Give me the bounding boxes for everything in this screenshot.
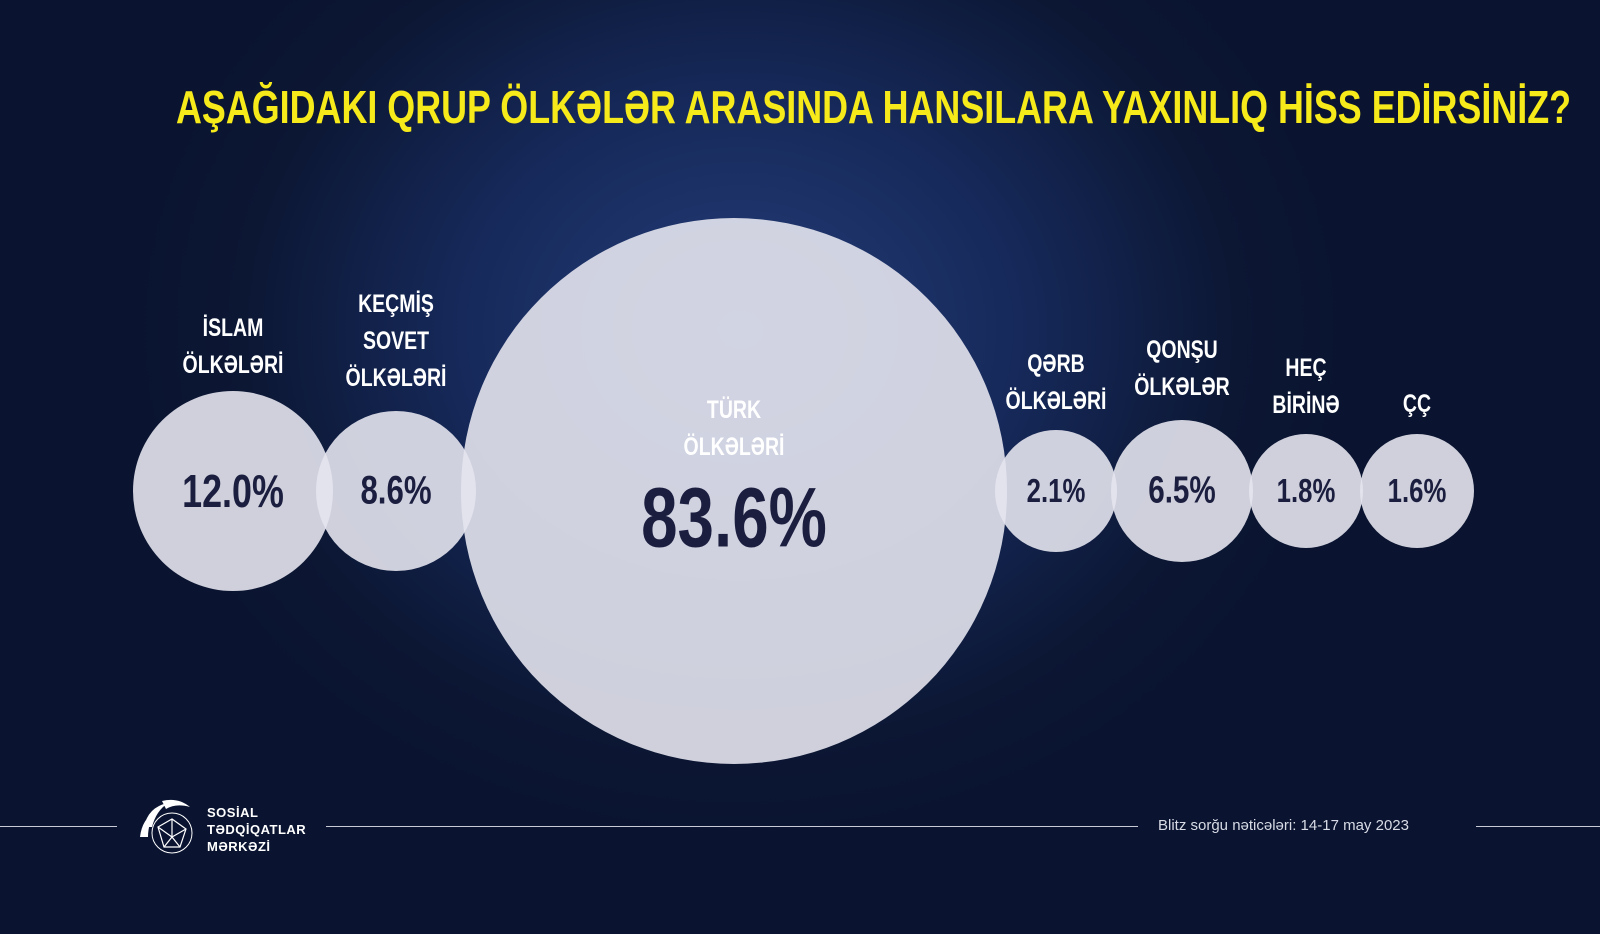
bubble-0: [133, 391, 333, 591]
logo-line-3: MƏRKƏZİ: [207, 839, 271, 854]
logo-line-2: TƏDQİQATLAR: [207, 822, 307, 837]
logo-text: SOSİAL TƏDQİQATLAR MƏRKƏZİ: [207, 804, 306, 855]
chart-title: AŞAĞIDAKI QRUP ÖLKƏLƏR ARASINDA HANSILAR…: [176, 81, 1572, 133]
bubble-5: [1249, 434, 1363, 548]
bubble-1: [316, 411, 476, 571]
value-label: 12.0%: [182, 465, 284, 517]
category-label: KEÇMİŞ SOVET ÖLKƏLƏRİ: [345, 290, 447, 392]
logo-icon: [140, 799, 193, 854]
value-label: 83.6%: [641, 470, 827, 565]
footer-divider-left: [0, 826, 117, 827]
footer-divider-middle: [326, 826, 1138, 827]
value-label: 2.1%: [1026, 472, 1086, 509]
value-label: 1.8%: [1276, 472, 1336, 509]
value-label: 8.6%: [360, 468, 432, 513]
bubble-4: [1111, 420, 1253, 562]
value-label: 6.5%: [1148, 469, 1216, 512]
category-label: TÜRK ÖLKƏLƏRİ: [683, 396, 785, 461]
bubble-2: [461, 218, 1007, 764]
footer-divider-right: [1476, 826, 1600, 827]
source-note: Blitz sorğu nəticələri: 14-17 may 2023: [1158, 817, 1409, 834]
category-label: QƏRB ÖLKƏLƏRİ: [1005, 350, 1107, 415]
bubble-6: [1360, 434, 1474, 548]
category-label: QONŞU ÖLKƏLƏR: [1134, 336, 1230, 401]
category-label: HEÇ BİRİNƏ: [1272, 354, 1340, 419]
category-label: ÇÇ: [1402, 390, 1432, 418]
value-label: 1.6%: [1387, 472, 1447, 509]
category-label: İSLAM ÖLKƏLƏRİ: [182, 314, 284, 379]
bubble-3: [995, 430, 1117, 552]
logo-line-1: SOSİAL: [207, 805, 259, 820]
